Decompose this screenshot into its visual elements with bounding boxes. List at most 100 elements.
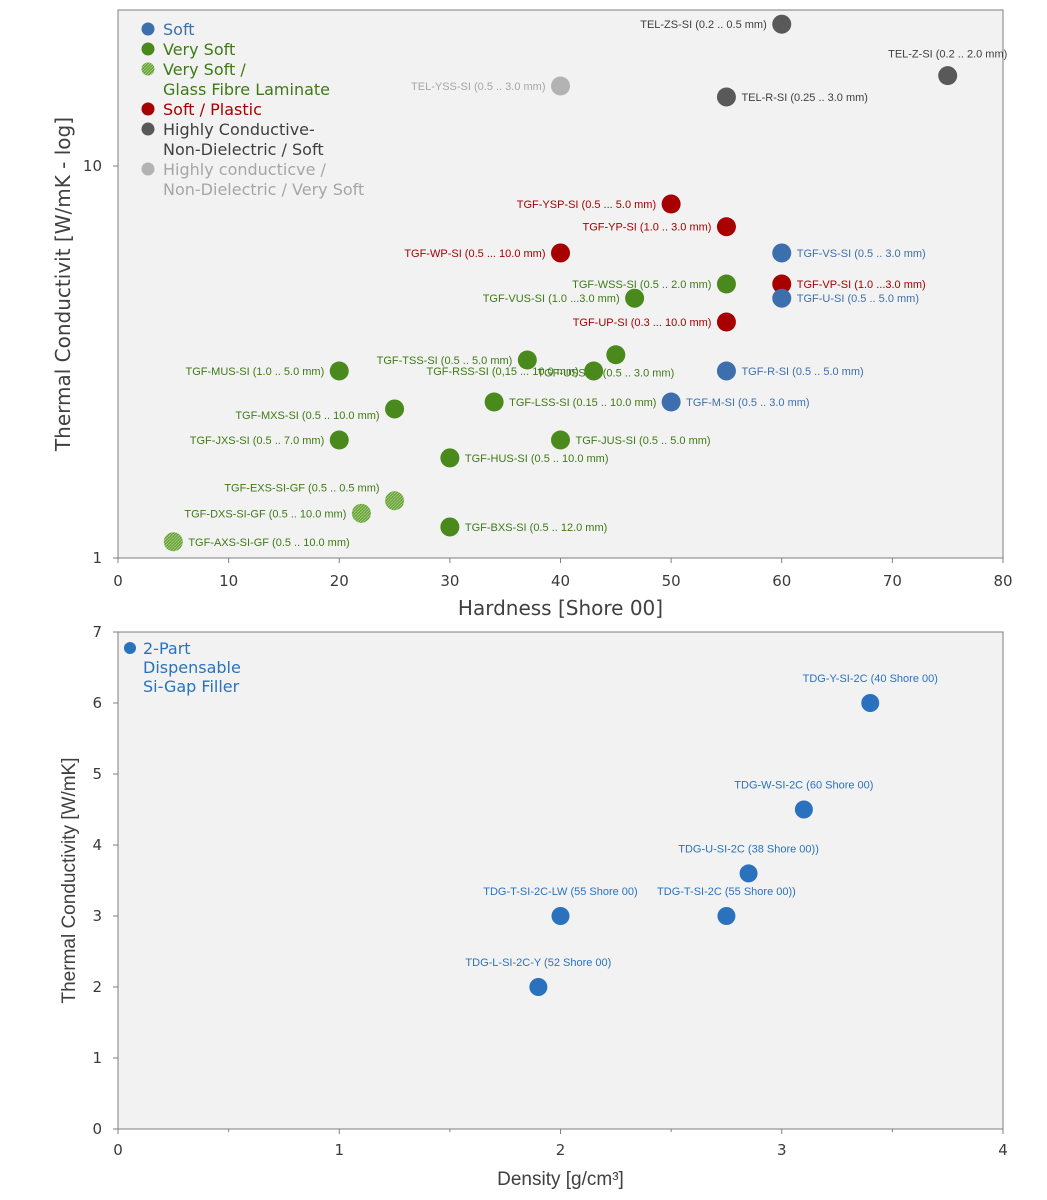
data-point <box>385 399 405 419</box>
data-label: TGF-RSS-SI (0,15 ... 10.0 mm) <box>426 366 578 378</box>
data-point <box>163 532 183 552</box>
legend-entry: Si-Gap Filler <box>143 677 240 696</box>
data-label: TGF-USS-SI (0.5 .. 3.0 mm) <box>537 368 674 380</box>
data-point <box>661 392 681 412</box>
legend-marker <box>141 22 155 36</box>
data-label: TDG-L-SI-2C-Y (52 Shore 00) <box>465 957 611 969</box>
data-label: TEL-YSS-SI (0.5 .. 3.0 mm) <box>411 81 545 93</box>
data-label: TGF-YP-SI (1.0 .. 3.0 mm) <box>582 222 711 234</box>
data-point <box>716 87 736 107</box>
legend-entry: Dispensable <box>143 658 241 677</box>
data-point <box>329 361 349 381</box>
y-tick-label: 6 <box>92 694 102 712</box>
data-label: TGF-VUS-SI (1.0 ...3.0 mm) <box>483 293 620 305</box>
x-tick-label: 3 <box>777 1141 787 1159</box>
legend-entry: Very Soft <box>163 40 235 59</box>
y-tick-label: 0 <box>92 1120 102 1138</box>
x-tick-label: 10 <box>219 572 238 590</box>
data-point <box>329 430 349 450</box>
data-label: TGF-WSS-SI (0.5 .. 2.0 mm) <box>572 279 711 291</box>
data-point <box>717 907 736 925</box>
data-point <box>772 243 792 263</box>
data-point <box>440 448 460 468</box>
data-label: TDG-Y-SI-2C (40 Shore 00) <box>803 673 938 685</box>
data-label: TGF-U-SI (0.5 .. 5.0 mm) <box>797 293 919 305</box>
data-point <box>716 361 736 381</box>
legend-marker <box>124 642 136 654</box>
data-label: TGF-HUS-SI (0.5 .. 10.0 mm) <box>465 453 609 465</box>
data-point <box>861 694 880 712</box>
data-label: TGF-VP-SI (1.0 ...3.0 mm) <box>797 279 926 291</box>
data-label: TEL-ZS-SI (0.2 .. 0.5 mm) <box>640 19 767 31</box>
data-point <box>625 288 645 308</box>
data-label: TGF-YSP-SI (0.5 ... 5.0 mm) <box>517 199 656 211</box>
data-label: TDG-U-SI-2C (38 Shore 00)) <box>678 843 819 855</box>
data-label: TGF-BXS-SI (0.5 .. 12.0 mm) <box>465 522 607 534</box>
data-point <box>584 361 604 381</box>
data-point <box>938 66 958 86</box>
data-label: TGF-TSS-SI (0.5 .. 5.0 mm) <box>377 355 513 367</box>
data-label: TGF-JXS-SI (0.5 .. 7.0 mm) <box>190 435 324 447</box>
data-point <box>716 312 736 332</box>
data-label: TGF-AXS-SI-GF (0.5 .. 10.0 mm) <box>188 537 349 549</box>
data-label: TGF-MXS-SI (0.5 .. 10.0 mm) <box>235 410 379 422</box>
data-label: TGF-LSS-SI (0.15 .. 10.0 mm) <box>509 397 656 409</box>
data-label: TGF-R-SI (0.5 .. 5.0 mm) <box>741 366 863 378</box>
data-point <box>517 350 537 370</box>
x-tick-label: 40 <box>551 572 570 590</box>
y-tick-label: 7 <box>92 623 102 641</box>
data-label: TGF-M-SI (0.5 .. 3.0 mm) <box>686 397 809 409</box>
data-point <box>794 800 813 819</box>
data-label: TGF-DXS-SI-GF (0.5 .. 10.0 mm) <box>184 508 346 520</box>
data-point <box>529 978 548 996</box>
y-tick-label: 3 <box>92 907 102 925</box>
x-tick-label: 0 <box>113 572 123 590</box>
data-point <box>772 274 792 294</box>
data-label: TDG-T-SI-2C (55 Shore 00)) <box>657 886 796 898</box>
data-point <box>661 194 681 214</box>
data-point <box>551 243 570 263</box>
data-point <box>440 517 460 537</box>
legend-entry: Soft <box>163 20 195 39</box>
plot-area <box>117 631 1004 1130</box>
x-tick-label: 50 <box>662 572 681 590</box>
data-point <box>551 76 570 96</box>
legend-entry: Very Soft / <box>163 60 246 79</box>
data-label: TDG-W-SI-2C (60 Shore 00) <box>734 780 873 792</box>
y-tick-label: 4 <box>92 836 102 854</box>
legend-entry: Highly Conductive- <box>163 120 315 139</box>
data-point <box>772 14 792 34</box>
data-label: TGF-WP-SI (0.5 ... 10.0 mm) <box>404 248 545 260</box>
x-tick-label: 2 <box>556 1141 566 1159</box>
data-label: TDG-T-SI-2C-LW (55 Shore 00) <box>483 886 637 898</box>
legend-entry: 2-Part <box>143 639 191 658</box>
x-tick-label: 70 <box>883 572 902 590</box>
legend-entry: Non-Dielectric / Very Soft <box>163 180 364 199</box>
legend-entry: Non-Dielectric / Soft <box>163 140 324 159</box>
x-tick-label: 4 <box>998 1141 1008 1159</box>
legend-entry: Soft / Plastic <box>163 100 262 119</box>
hardness-conductivity-chart: 0 10 20 30 40 50 60 70 80 1 10 Hardness [Shore 00] T… <box>51 9 1013 620</box>
data-point <box>716 217 736 237</box>
x-tick-label: 60 <box>772 572 791 590</box>
data-label: TGF-UP-SI (0.3 ... 10.0 mm) <box>573 317 712 329</box>
data-point <box>739 864 758 883</box>
data-point <box>484 392 504 412</box>
legend-entry: Glass Fibre Laminate <box>163 80 330 99</box>
data-label: TGF-EXS-SI-GF (0.5 .. 0.5 mm) <box>224 483 379 495</box>
data-point <box>551 430 570 450</box>
y-tick-label: 10 <box>83 157 102 175</box>
x-tick-label: 20 <box>330 572 349 590</box>
data-point <box>716 274 736 294</box>
data-point <box>351 503 371 523</box>
y-axis-title: Thermal Conductivit [W/mK - log] <box>51 117 75 452</box>
x-tick-label: 30 <box>440 572 459 590</box>
y-axis-title: Thermal Conductivity [W/mK] <box>59 758 80 1004</box>
data-point <box>551 907 570 925</box>
x-axis-title: Hardness [Shore 00] <box>458 596 663 620</box>
x-tick-label: 0 <box>113 1141 123 1159</box>
x-axis-title: Density [g/cm³] <box>497 1169 624 1190</box>
